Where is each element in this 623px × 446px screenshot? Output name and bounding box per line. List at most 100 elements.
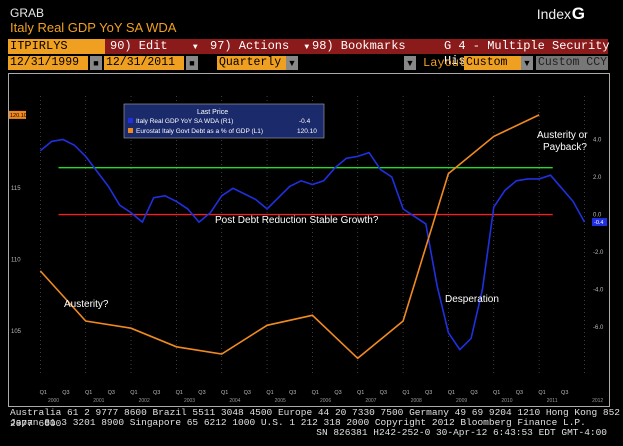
footer-session: SN 826381 H242-252-0 30-Apr-12 6:43:53 E… xyxy=(316,427,607,438)
legend-title: Last Price xyxy=(197,109,228,116)
chevron-down-icon[interactable]: ▼ xyxy=(521,56,533,70)
right-last-label: -0.4 xyxy=(594,220,603,226)
legend-swatch xyxy=(128,118,133,123)
right-tick-label: -4.0 xyxy=(593,288,604,294)
quarter-label: Q1 xyxy=(402,390,409,396)
year-label: 2003 xyxy=(184,398,195,404)
year-label: 2009 xyxy=(456,398,467,404)
footer-contacts-2: Japan 81 3 3201 8900 Singapore 65 6212 1… xyxy=(10,417,586,428)
quarter-label: Q1 xyxy=(40,390,47,396)
quarter-label: Q1 xyxy=(538,390,545,396)
year-label: 2002 xyxy=(139,398,150,404)
year-label: 2000 xyxy=(48,398,59,404)
chevron-down-icon[interactable]: ▼ xyxy=(404,56,416,70)
grab-label: GRAB xyxy=(10,6,45,20)
right-axis: 4.0 2.0 0.0 -2.0 -4.0 -6.0 -0.4 xyxy=(592,138,607,331)
right-tick-label: 4.0 xyxy=(593,138,602,144)
year-label: 2004 xyxy=(229,398,240,404)
actions-menu[interactable]: 97) Actions ▼ xyxy=(210,39,309,54)
annotation-austerity: Austerity? xyxy=(64,299,109,310)
quarter-label: Q1 xyxy=(493,390,500,396)
security-subtitle: Italy Real GDP YoY SA WDA xyxy=(10,20,177,35)
chevron-down-icon: ▼ xyxy=(304,43,310,52)
year-label: 2007 xyxy=(365,398,376,404)
legend-item-gdp: Italy Real GDP YoY SA WDA (R1) xyxy=(136,118,233,125)
quarter-label: Q3 xyxy=(108,390,115,396)
quarter-label: Q1 xyxy=(176,390,183,396)
year-label: 2011 xyxy=(547,398,558,404)
index-key: G xyxy=(571,4,585,23)
end-date-field[interactable]: 12/31/2011 xyxy=(104,56,184,70)
left-tick-label: 110 xyxy=(11,257,21,263)
start-date-field[interactable]: 12/31/1999 xyxy=(8,56,88,70)
series-lines xyxy=(39,114,586,360)
right-tick-label: 2.0 xyxy=(593,175,602,181)
right-last-badge xyxy=(592,218,607,227)
legend-swatch xyxy=(128,128,133,133)
annotation-stable-growth: Post Debt Reduction Stable Growth? xyxy=(215,215,379,226)
year-label: 2006 xyxy=(320,398,331,404)
quarter-label: Q3 xyxy=(244,390,251,396)
quarter-label: Q3 xyxy=(62,390,69,396)
legend-box xyxy=(123,103,325,139)
quarter-label: Q1 xyxy=(312,390,319,396)
year-label: 2001 xyxy=(93,398,104,404)
chevron-down-icon: ▼ xyxy=(192,43,198,52)
year-label: 2010 xyxy=(501,398,512,404)
quarter-label: Q3 xyxy=(516,390,523,396)
reference-lines xyxy=(58,166,553,216)
left-axis: 115 110 105 120.10 xyxy=(9,110,27,335)
quarter-label: Q1 xyxy=(221,390,228,396)
legend-item-gdp-last: -0.4 xyxy=(299,118,311,125)
quarter-label: Q3 xyxy=(198,390,205,396)
edit-menu-label: 90) Edit xyxy=(110,39,168,53)
index-label: Index xyxy=(536,6,571,22)
quarter-label: Q3 xyxy=(425,390,432,396)
quarter-label: Q1 xyxy=(357,390,364,396)
left-tick-label: 105 xyxy=(11,329,22,335)
annotations: Austerity? Post Debt Reduction Stable Gr… xyxy=(64,130,590,310)
year-label: 2008 xyxy=(411,398,422,404)
x-axis: Q1 Q3 Q1 Q3 Q1 Q3 Q1 Q3 Q1 Q3 Q1 Q3 Q1 Q3 Q1 Q3 Q1 Q3 Q1 Q3… xyxy=(40,390,604,404)
edit-menu[interactable]: 90) Edit ▼ xyxy=(110,39,198,54)
series-line-gdp xyxy=(39,138,586,351)
layout-label: Layout xyxy=(423,56,467,70)
graph-title: G 4 - Multiple Security Hist xyxy=(444,39,610,68)
quarter-label: Q1 xyxy=(448,390,455,396)
bookmarks-menu[interactable]: 98) Bookmarks xyxy=(312,39,406,54)
quarter-label: Q3 xyxy=(380,390,387,396)
annotation-payback: Austerity or Payback? xyxy=(537,130,590,153)
quarter-label: Q3 xyxy=(470,390,477,396)
series-line-debt xyxy=(39,114,540,360)
legend-item-debt: Eurostat Italy Govt Debt as a % of GDP (… xyxy=(136,128,263,135)
footer-contacts: Australia 61 2 9777 8600 Brazil 5511 304… xyxy=(10,407,620,429)
calendar-icon[interactable]: ■ xyxy=(90,56,102,70)
right-tick-label: 0.0 xyxy=(593,213,602,219)
right-tick-label: -2.0 xyxy=(593,250,604,256)
quarter-label: Q3 xyxy=(153,390,160,396)
year-label: 2005 xyxy=(275,398,286,404)
quarter-label: Q3 xyxy=(334,390,341,396)
annotation-desperation: Desperation xyxy=(445,294,499,305)
layout-select[interactable]: Custom xyxy=(464,56,522,70)
left-last-badge xyxy=(9,110,26,119)
quarter-label: Q1 xyxy=(266,390,273,396)
bookmarks-menu-label: 98) Bookmarks xyxy=(312,39,406,53)
right-tick-label: -6.0 xyxy=(593,325,604,331)
period-select[interactable]: Quarterly xyxy=(217,56,287,70)
left-last-label: 120.10 xyxy=(10,113,27,119)
menu-bar xyxy=(8,39,608,54)
line-chart: 115 110 105 120.10 4.0 2.0 0.0 -2.0 -4.0 -6.0 -0.… xyxy=(9,96,607,404)
currency-select[interactable]: Custom CCY xyxy=(536,56,608,70)
quarter-label: Q1 xyxy=(130,390,137,396)
quarter-label: Q3 xyxy=(289,390,296,396)
quarter-label: Q1 xyxy=(85,390,92,396)
actions-menu-label: 97) Actions xyxy=(210,39,290,53)
calendar-icon[interactable]: ■ xyxy=(186,56,198,70)
chart-frame: 115 110 105 120.10 4.0 2.0 0.0 -2.0 -4.0 -6.0 -0.… xyxy=(8,73,610,407)
chart-legend: Last Price Italy Real GDP YoY SA WDA (R1… xyxy=(123,103,325,139)
year-label: 2012 xyxy=(592,398,603,404)
chevron-down-icon[interactable]: ▼ xyxy=(286,56,298,70)
ticker-field[interactable]: ITPIRLYS Index xyxy=(8,39,105,68)
left-tick-label: 115 xyxy=(11,186,21,192)
